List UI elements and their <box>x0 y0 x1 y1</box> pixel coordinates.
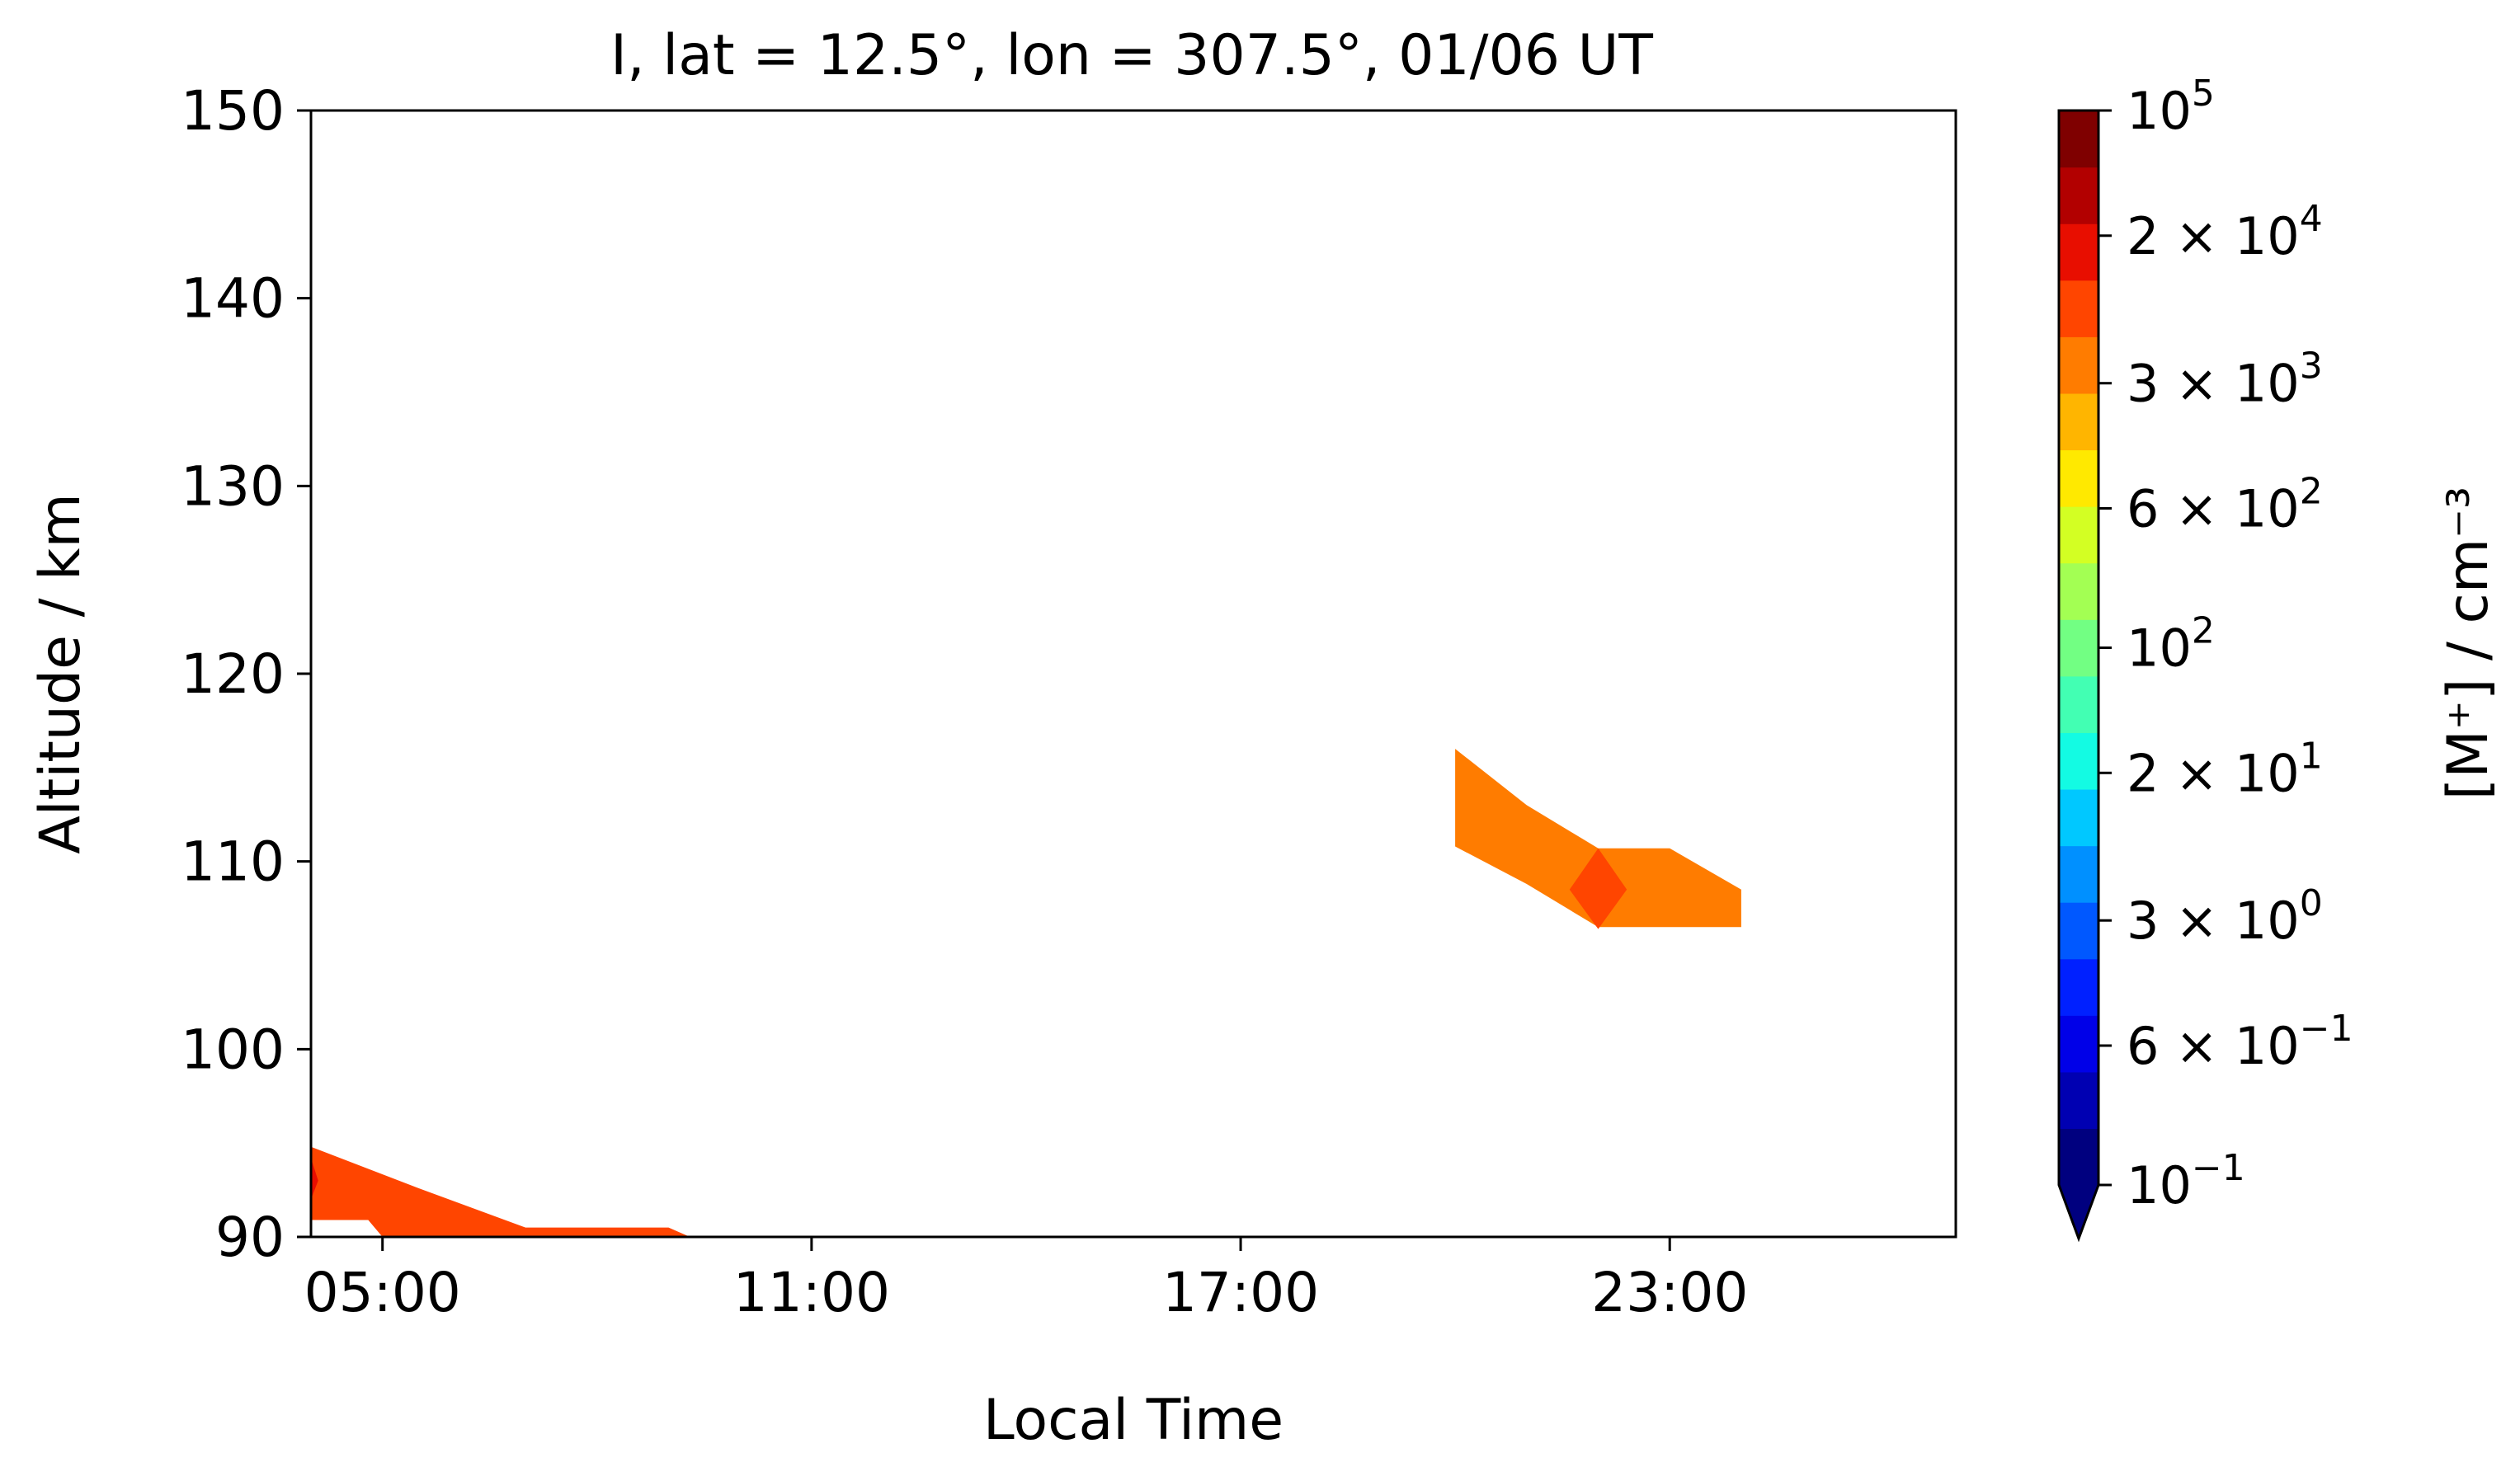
colorbar-tick-label: 2 × 101 <box>2127 735 2323 803</box>
x-tick-label: 23:00 <box>1591 1261 1748 1324</box>
x-axis-label: Local Time <box>983 1388 1284 1453</box>
colorbar-tick-label: 3 × 103 <box>2127 346 2323 414</box>
colorbar-segment <box>2059 845 2098 903</box>
colorbar-tick-label: 6 × 10−1 <box>2127 1008 2353 1076</box>
colorbar-segment <box>2059 1071 2098 1130</box>
colorbar <box>2057 109 2100 1243</box>
colorbar-segment <box>2059 902 2098 960</box>
y-tick-label: 90 <box>215 1206 285 1269</box>
contour-layer-near-05-core <box>311 1158 318 1200</box>
colorbar-extend-min <box>2059 1185 2098 1239</box>
plot-area <box>309 109 1957 1239</box>
colorbar-segment <box>2059 788 2098 847</box>
colorbar-segment <box>2059 336 2098 394</box>
colorbar-tick-label: 3 × 100 <box>2127 882 2323 951</box>
colorbar-outline <box>2057 109 2100 1243</box>
y-tick-label: 120 <box>181 642 285 706</box>
contour-layer-near-22 <box>1455 749 1741 928</box>
y-tick-label: 100 <box>181 1018 285 1081</box>
colorbar-segment <box>2059 393 2098 451</box>
chart-title: I, lat = 12.5°, lon = 307.5°, 01/06 UT <box>610 23 1653 88</box>
colorbar-segment <box>2059 958 2098 1016</box>
colorbar-ticks: 105 2 × 104 3 × 103 6 × 102 102 2 × 101 3 × 10… <box>2098 73 2353 1215</box>
y-axis-label: Altitude / km <box>28 493 93 853</box>
x-tick-label: 17:00 <box>1162 1261 1319 1324</box>
colorbar-segment <box>2059 280 2098 337</box>
colorbar-segment <box>2059 449 2098 507</box>
colorbar-tick-label: 10−1 <box>2127 1147 2245 1215</box>
y-tick-label: 140 <box>181 267 285 331</box>
colorbar-tick-label: 102 <box>2127 610 2215 679</box>
plot-frame <box>309 109 1957 1239</box>
y-tick-label: 130 <box>181 454 285 518</box>
colorbar-segment <box>2059 1015 2098 1073</box>
contour-layer-near-22-core <box>1569 848 1627 929</box>
colorbar-segment <box>2059 223 2098 281</box>
x-axis-ticks: 05:00 11:00 17:00 23:00 <box>304 1237 1748 1324</box>
contour-regions <box>311 749 1741 1237</box>
colorbar-segment <box>2059 619 2098 677</box>
contour-layer-near-05 <box>311 1146 690 1237</box>
colorbar-segment <box>2059 506 2098 564</box>
colorbar-segment <box>2059 1128 2098 1186</box>
colorbar-segment <box>2059 675 2098 733</box>
colorbar-tick-label: 105 <box>2127 73 2215 141</box>
x-tick-label: 05:00 <box>304 1261 461 1324</box>
colorbar-segment <box>2059 167 2098 224</box>
y-tick-label: 150 <box>181 79 285 143</box>
y-axis-ticks: 90 100 110 120 130 140 150 <box>181 79 311 1269</box>
colorbar-segment <box>2059 732 2098 790</box>
colorbar-segment <box>2059 110 2098 168</box>
colorbar-label: [M⁺] / cm⁻³ <box>2436 487 2501 801</box>
x-tick-label: 11:00 <box>733 1261 890 1324</box>
colorbar-tick-label: 2 × 104 <box>2127 198 2323 266</box>
colorbar-segment <box>2059 562 2098 620</box>
y-tick-label: 110 <box>181 830 285 894</box>
colorbar-tick-label: 6 × 102 <box>2127 471 2323 539</box>
